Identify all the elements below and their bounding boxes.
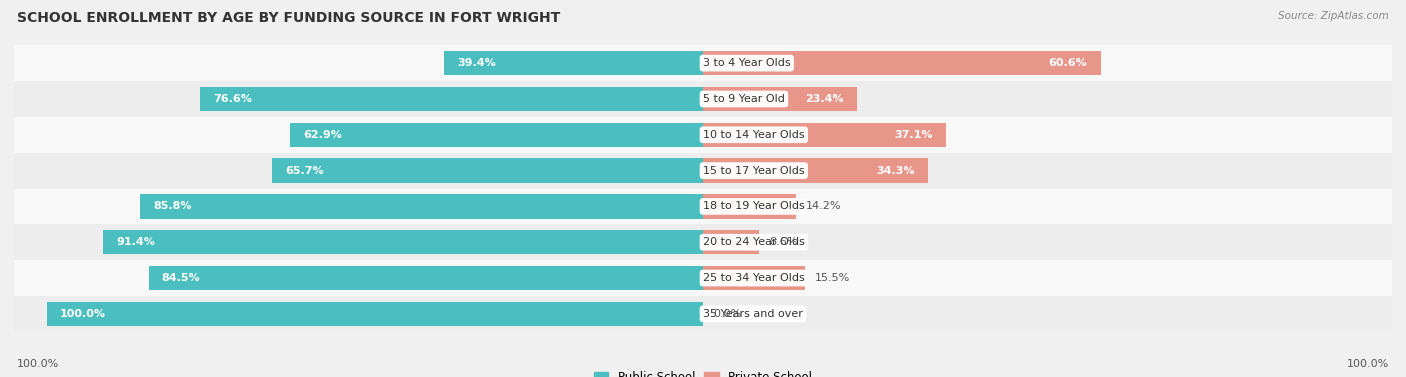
Bar [703, 123, 946, 147]
Bar [14, 260, 1392, 296]
Text: 5 to 9 Year Old: 5 to 9 Year Old [703, 94, 785, 104]
Text: 18 to 19 Year Olds: 18 to 19 Year Olds [703, 201, 804, 211]
Text: 60.6%: 60.6% [1049, 58, 1087, 68]
Text: 34.3%: 34.3% [876, 166, 915, 176]
Text: SCHOOL ENROLLMENT BY AGE BY FUNDING SOURCE IN FORT WRIGHT: SCHOOL ENROLLMENT BY AGE BY FUNDING SOUR… [17, 11, 560, 25]
Bar [14, 188, 1392, 224]
Text: 15 to 17 Year Olds: 15 to 17 Year Olds [703, 166, 804, 176]
Text: 39.4%: 39.4% [457, 58, 496, 68]
Text: 76.6%: 76.6% [214, 94, 253, 104]
Bar [103, 230, 703, 254]
Bar [703, 51, 1101, 75]
Text: 37.1%: 37.1% [894, 130, 934, 140]
Text: 100.0%: 100.0% [60, 309, 105, 319]
Text: 84.5%: 84.5% [162, 273, 200, 283]
Text: 0.0%: 0.0% [713, 309, 741, 319]
Bar [14, 224, 1392, 260]
Bar [14, 81, 1392, 117]
Text: 65.7%: 65.7% [285, 166, 323, 176]
Bar [14, 45, 1392, 81]
Bar [14, 117, 1392, 153]
Text: 8.6%: 8.6% [769, 237, 797, 247]
Text: 10 to 14 Year Olds: 10 to 14 Year Olds [703, 130, 804, 140]
Text: 100.0%: 100.0% [1347, 359, 1389, 369]
Bar [14, 153, 1392, 188]
Bar [149, 266, 703, 290]
Bar [271, 158, 703, 183]
Text: 35 Years and over: 35 Years and over [703, 309, 803, 319]
Bar [703, 266, 804, 290]
Text: 100.0%: 100.0% [17, 359, 59, 369]
Text: 62.9%: 62.9% [304, 130, 342, 140]
Bar [703, 87, 856, 111]
Text: 3 to 4 Year Olds: 3 to 4 Year Olds [703, 58, 790, 68]
Text: 85.8%: 85.8% [153, 201, 191, 211]
Text: Source: ZipAtlas.com: Source: ZipAtlas.com [1278, 11, 1389, 21]
Bar [703, 194, 796, 219]
Text: 23.4%: 23.4% [804, 94, 844, 104]
Text: 20 to 24 Year Olds: 20 to 24 Year Olds [703, 237, 804, 247]
Text: 91.4%: 91.4% [117, 237, 155, 247]
Bar [141, 194, 703, 219]
Text: 25 to 34 Year Olds: 25 to 34 Year Olds [703, 273, 804, 283]
Bar [290, 123, 703, 147]
Bar [14, 296, 1392, 332]
Text: 15.5%: 15.5% [814, 273, 849, 283]
Bar [46, 302, 703, 326]
Bar [703, 230, 759, 254]
Bar [201, 87, 703, 111]
Bar [444, 51, 703, 75]
Legend: Public School, Private School: Public School, Private School [589, 366, 817, 377]
Bar [703, 158, 928, 183]
Text: 14.2%: 14.2% [806, 201, 842, 211]
